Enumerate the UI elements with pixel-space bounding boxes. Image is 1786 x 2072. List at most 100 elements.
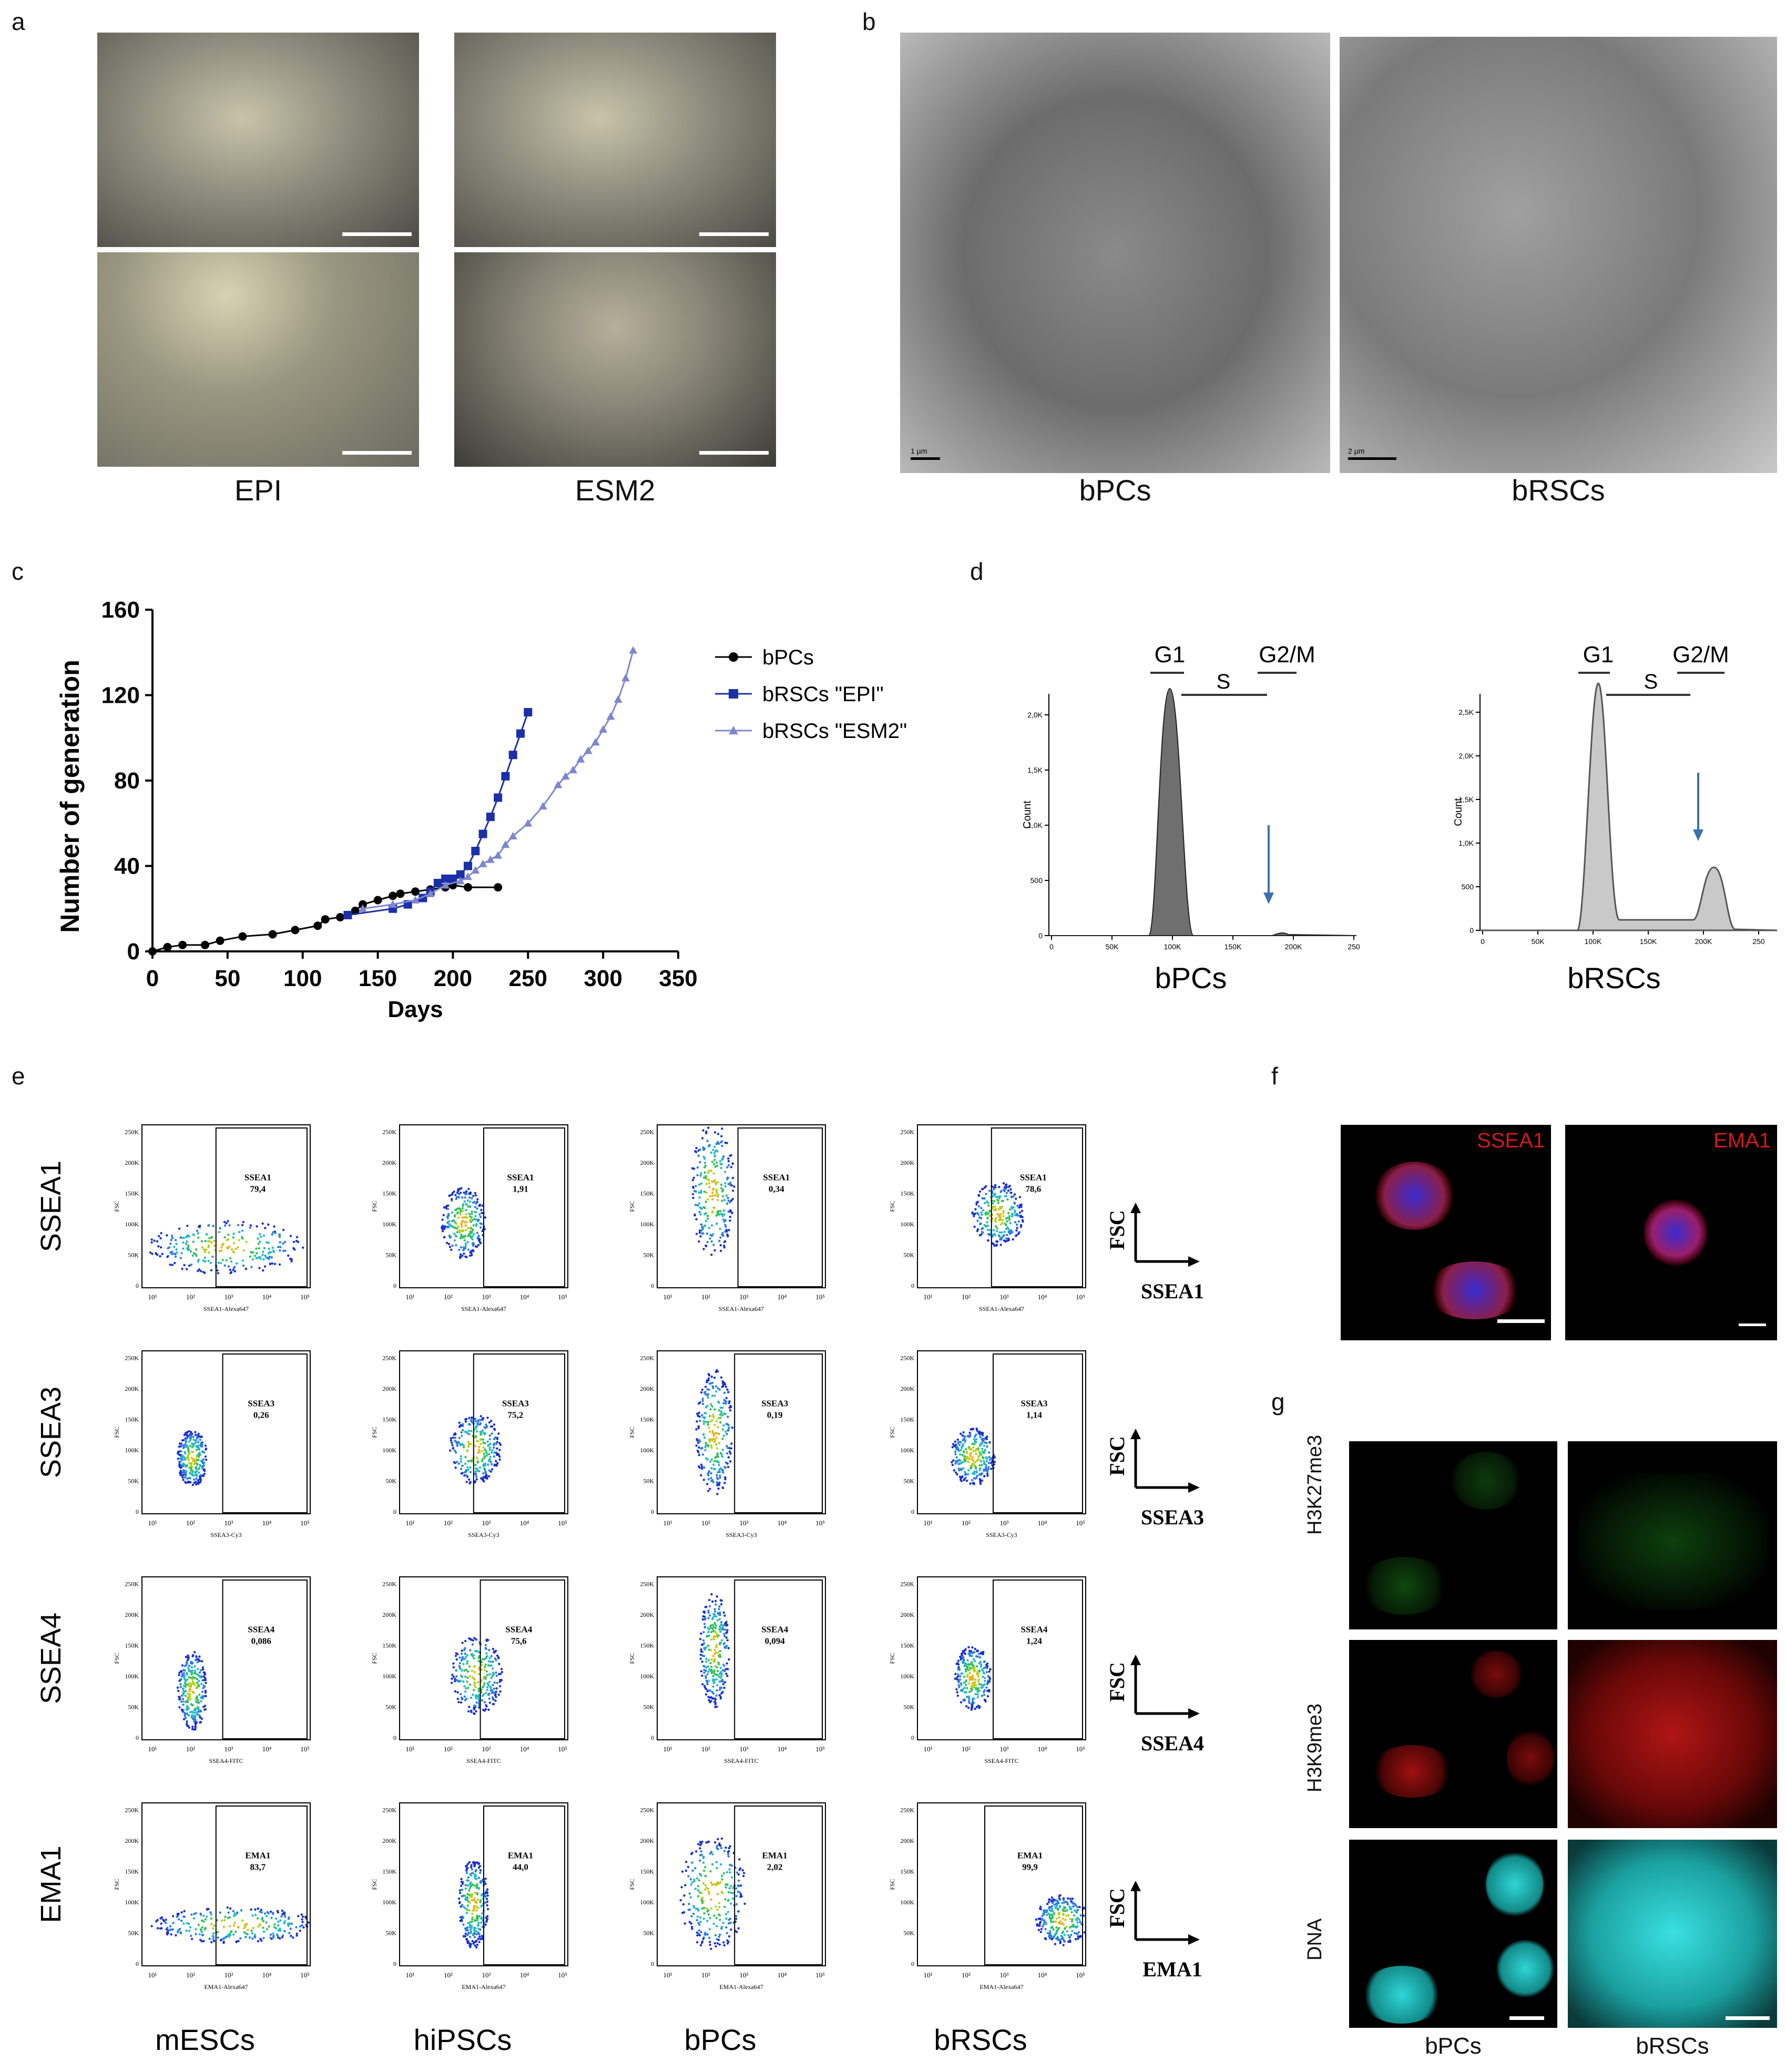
x-axis-label: Days — [387, 997, 443, 1022]
data-point — [373, 896, 382, 905]
flow-x-tick: 10² — [701, 1519, 710, 1527]
plot-frame — [657, 1802, 826, 1966]
flow-y-tick: 50K — [385, 1930, 396, 1937]
g-image-h3k9me3-brscs — [1568, 1640, 1777, 1828]
flow-y-tick: 200K — [125, 1611, 139, 1618]
hist-x-tick: 0 — [1481, 937, 1485, 946]
axis-key-marker: EMA1 — [1142, 1957, 1202, 1981]
axis-key-fsc: FSC — [1105, 1888, 1129, 1928]
gate-percentage: 1,91 — [513, 1184, 528, 1194]
flow-plot: 0 50K 100K 150K 200K 250K FSC 10¹ 10² 10³ 10⁴ 10⁵ EM… — [371, 1802, 568, 1991]
hist-x-tick: 200K — [1695, 937, 1712, 946]
flow-y-label: FSC — [113, 1653, 120, 1664]
data-point — [238, 932, 247, 941]
flow-x-tick: 10⁴ — [1038, 1293, 1047, 1301]
flow-x-tick: 10⁵ — [815, 1971, 825, 1979]
data-point — [614, 695, 622, 703]
plot-frame — [917, 1576, 1086, 1740]
flow-col-label: bPCs — [685, 2023, 757, 2056]
gate-name: EMA1 — [1017, 1850, 1043, 1860]
hist-y-tick: 2,0K — [1458, 752, 1474, 760]
flow-y-tick: 100K — [640, 1899, 654, 1906]
g-image-dna-bpcs — [1349, 1840, 1557, 2028]
flow-x-tick: 10² — [444, 1745, 453, 1753]
y-label-count: Count — [1022, 801, 1033, 829]
flow-x-tick: 10³ — [482, 1971, 491, 1979]
g-image-h3k27me3-brscs — [1568, 1441, 1777, 1629]
flow-y-tick: 100K — [125, 1673, 139, 1680]
flow-events — [699, 1593, 730, 1708]
y-tick-label: 40 — [114, 854, 140, 879]
flow-y-tick: 250K — [640, 1129, 654, 1136]
flow-y-tick: 150K — [382, 1642, 396, 1649]
axis-key-fsc: FSC — [1105, 1662, 1129, 1702]
gate-percentage: 1,24 — [1026, 1636, 1042, 1646]
hist-x-tick: 150K — [1224, 942, 1242, 951]
flow-y-tick: 150K — [640, 1642, 654, 1649]
data-point — [426, 889, 435, 897]
gate-percentage: 0,086 — [251, 1636, 271, 1646]
gate-rectangle — [734, 1806, 823, 1965]
x-tick-label: 100 — [283, 966, 322, 991]
flow-x-tick: 10³ — [224, 1293, 233, 1301]
data-point — [508, 832, 517, 840]
gate-name: EMA1 — [508, 1850, 533, 1860]
flow-y-tick: 200K — [125, 1837, 139, 1844]
flow-x-tick: 10³ — [482, 1293, 491, 1301]
plot-frame — [141, 1124, 311, 1288]
flow-y-tick: 50K — [128, 1478, 139, 1485]
flow-y-label: FSC — [113, 1427, 120, 1438]
flow-x-tick: 10² — [444, 1519, 453, 1527]
data-point — [464, 861, 472, 870]
flow-y-tick: 150K — [640, 1416, 654, 1423]
label-g1: G1 — [1155, 642, 1186, 668]
flow-x-tick: 10² — [701, 1745, 710, 1753]
flow-y-tick: 250K — [900, 1129, 914, 1136]
series-line — [362, 650, 634, 910]
flow-y-tick: 0 — [393, 1960, 396, 1967]
data-point — [433, 879, 442, 887]
gate-percentage: 44,0 — [513, 1862, 528, 1872]
flow-y-label: FSC — [113, 1879, 120, 1890]
flow-plot: 0 50K 100K 150K 200K 250K FSC 10¹ 10² 10³ 10⁴ 10⁵ EM… — [628, 1802, 826, 1991]
flow-x-tick: 10³ — [224, 1519, 233, 1527]
flow-y-tick: 100K — [900, 1673, 914, 1680]
flow-col-label: mESCs — [155, 2023, 255, 2056]
flow-events — [177, 1430, 208, 1486]
gate-rectangle — [483, 1806, 565, 1965]
data-point — [291, 926, 300, 935]
flow-x-tick: 10² — [444, 1293, 453, 1301]
gate-rectangle — [991, 1127, 1084, 1287]
flow-x-tick: 10⁴ — [520, 1971, 529, 1979]
g-image-h3k27me3-bpcs — [1349, 1441, 1557, 1629]
data-point — [538, 802, 547, 810]
hist-x-tick: 200K — [1285, 942, 1302, 951]
label-s-right: S — [1644, 670, 1658, 693]
caption-bpcs-em: bPCs — [1079, 474, 1151, 507]
flow-y-tick: 150K — [125, 1642, 139, 1649]
flow-events — [441, 1187, 487, 1259]
axis-key-marker: SSEA3 — [1141, 1505, 1204, 1529]
data-point — [599, 725, 608, 733]
flow-y-tick: 250K — [125, 1129, 139, 1136]
flow-x-tick: 10³ — [1000, 1971, 1009, 1979]
flow-y-tick: 50K — [128, 1252, 139, 1259]
data-point — [389, 891, 397, 900]
flow-events — [691, 1126, 736, 1256]
flow-y-tick: 50K — [385, 1252, 396, 1259]
hist-y-tick: 500 — [1462, 883, 1474, 891]
data-point — [163, 942, 172, 951]
flow-events — [150, 1906, 310, 1944]
flow-y-tick: 50K — [385, 1478, 396, 1485]
data-point — [268, 930, 277, 939]
flow-x-label: EMA1-Alexa647 — [462, 1983, 505, 1991]
gate-percentage: 0,26 — [253, 1410, 269, 1420]
panel-label-g: g — [1271, 1388, 1285, 1415]
data-point — [569, 765, 577, 774]
data-point — [464, 872, 472, 880]
if-image-ema1: EMA1 — [1565, 1125, 1777, 1340]
axis-key-fsc: FSC — [1105, 1210, 1129, 1250]
x-tick-label: 50 — [215, 966, 240, 991]
hist-y-tick: 1,0K — [1458, 839, 1474, 847]
flow-y-label: FSC — [628, 1201, 636, 1212]
